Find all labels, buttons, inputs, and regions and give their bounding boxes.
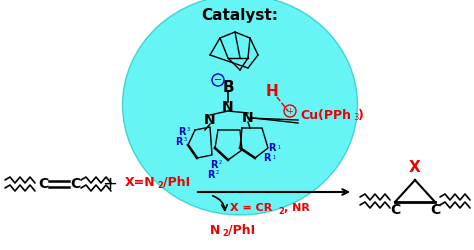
Text: X=N: X=N [125,176,155,188]
Text: R: R [268,143,275,153]
Text: , NR: , NR [284,203,310,213]
Text: N: N [222,100,234,114]
Text: 2: 2 [157,182,163,190]
Text: +: + [287,106,293,116]
Text: C: C [390,203,400,217]
Text: $^3$: $^3$ [186,126,191,132]
Text: Catalyst:: Catalyst: [201,8,279,23]
Text: C: C [430,203,440,217]
Text: $^2$: $^2$ [218,159,223,165]
Text: N: N [204,113,216,127]
Text: R: R [210,160,218,170]
Text: −: − [214,75,222,85]
Ellipse shape [122,0,357,215]
Text: R: R [263,153,271,163]
Text: Cu(PPh: Cu(PPh [300,108,351,122]
Text: X = CR: X = CR [230,203,272,213]
Text: 2: 2 [222,230,228,238]
Text: +: + [102,175,118,193]
Text: ): ) [358,108,364,122]
Text: B: B [222,80,234,96]
Text: $^2$: $^2$ [215,169,220,175]
Text: N: N [242,111,254,125]
Text: $^1$: $^1$ [277,144,282,150]
Text: H: H [265,84,278,100]
Text: 2: 2 [278,208,284,216]
Text: R: R [175,137,183,147]
Text: C: C [70,177,80,191]
Text: $^3$: $^3$ [183,136,188,142]
Text: $^1$: $^1$ [272,154,277,160]
Text: 3: 3 [353,114,358,122]
Text: C: C [38,177,48,191]
Text: N: N [210,224,220,236]
Text: /PhI: /PhI [163,176,190,188]
Text: R: R [208,170,215,180]
Text: X: X [409,160,421,176]
Text: R: R [179,127,186,137]
Text: /PhI: /PhI [228,224,255,236]
